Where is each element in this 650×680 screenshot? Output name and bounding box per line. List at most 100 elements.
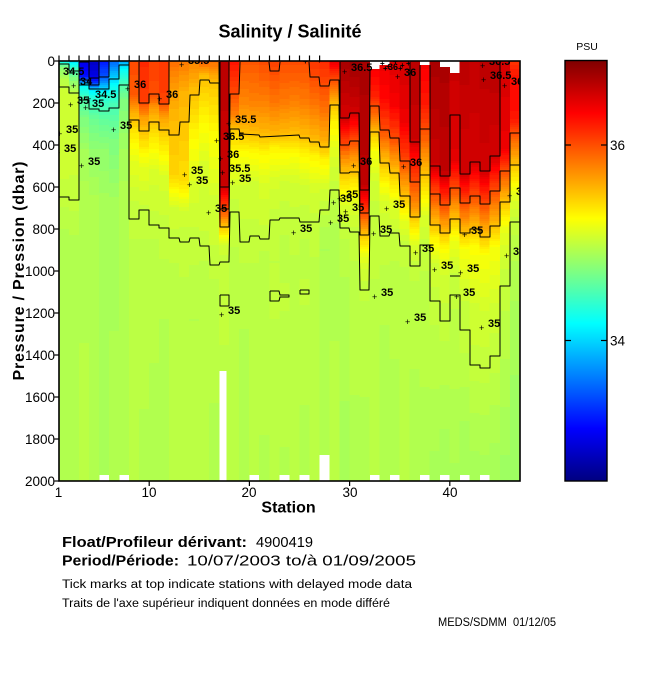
svg-text:35: 35 (337, 213, 349, 225)
svg-text:200: 200 (32, 96, 55, 111)
svg-text:36: 36 (166, 89, 178, 101)
svg-text:+: + (384, 204, 389, 214)
svg-text:35: 35 (463, 287, 475, 299)
svg-text:PSU: PSU (576, 41, 598, 53)
svg-text:35: 35 (414, 312, 426, 324)
svg-text:34.5: 34.5 (63, 66, 84, 78)
svg-text:800: 800 (32, 222, 55, 237)
svg-text:35: 35 (196, 175, 208, 187)
svg-text:35: 35 (92, 98, 104, 110)
svg-text:1800: 1800 (25, 432, 55, 447)
svg-text:+: + (317, 56, 322, 65)
svg-text:+: + (351, 161, 356, 171)
svg-text:+: + (454, 292, 459, 302)
svg-text:35: 35 (340, 193, 352, 205)
svg-text:Float/Profileur dérivant:: Float/Profileur dérivant: (62, 535, 247, 551)
svg-text:+: + (432, 265, 437, 275)
svg-text:+: + (125, 84, 130, 94)
svg-text:Period/Période:: Period/Période: (62, 554, 179, 570)
svg-text:+: + (405, 317, 410, 327)
svg-text:35: 35 (120, 120, 132, 132)
svg-text:36: 36 (227, 149, 239, 161)
svg-text:35: 35 (191, 165, 203, 177)
svg-text:+: + (502, 81, 507, 91)
svg-text:+: + (504, 251, 509, 261)
svg-text:36: 36 (404, 67, 416, 79)
svg-text:34: 34 (80, 76, 93, 88)
svg-text:+: + (79, 161, 84, 171)
svg-text:35: 35 (471, 225, 483, 237)
svg-text:35: 35 (215, 203, 227, 215)
svg-text:30: 30 (342, 485, 357, 500)
svg-text:+: + (342, 67, 347, 77)
svg-text:36: 36 (388, 62, 398, 72)
svg-text:1200: 1200 (25, 306, 55, 321)
svg-text:400: 400 (32, 138, 55, 153)
svg-text:+: + (230, 178, 235, 188)
svg-text:35: 35 (88, 156, 100, 168)
svg-text:35: 35 (441, 260, 453, 272)
svg-text:+: + (400, 61, 405, 70)
svg-text:35: 35 (77, 95, 89, 107)
svg-text:35: 35 (66, 124, 78, 136)
svg-text:35.5: 35.5 (188, 55, 209, 67)
svg-text:+: + (218, 154, 223, 164)
svg-text:35: 35 (352, 202, 364, 214)
svg-text:35: 35 (513, 246, 525, 258)
svg-text:35: 35 (422, 243, 434, 255)
svg-text:+: + (458, 268, 463, 278)
svg-text:35: 35 (516, 186, 528, 198)
svg-text:+: + (83, 103, 88, 113)
svg-text:+: + (206, 208, 211, 218)
svg-text:36.5: 36.5 (490, 70, 511, 82)
svg-text:+: + (398, 64, 403, 73)
svg-text:20: 20 (241, 485, 256, 500)
svg-text:+: + (480, 61, 485, 71)
svg-text:+: + (406, 59, 411, 68)
svg-text:+: + (187, 180, 192, 190)
svg-text:1400: 1400 (25, 348, 55, 363)
svg-text:35: 35 (381, 287, 393, 299)
svg-text:+: + (220, 168, 225, 178)
svg-text:+: + (413, 248, 418, 258)
svg-text:35: 35 (380, 224, 392, 236)
svg-text:36.5: 36.5 (223, 131, 244, 143)
svg-text:+: + (68, 100, 73, 110)
svg-text:Tick marks at top indicate sta: Tick marks at top indicate stations with… (62, 579, 413, 591)
svg-text:+: + (219, 310, 224, 320)
svg-text:+: + (111, 125, 116, 135)
svg-text:35: 35 (228, 305, 240, 317)
svg-text:600: 600 (32, 180, 55, 195)
svg-text:35: 35 (467, 263, 479, 275)
svg-text:+: + (328, 218, 333, 228)
svg-text:+: + (179, 60, 184, 70)
svg-text:+: + (395, 72, 400, 82)
svg-text:+: + (371, 229, 376, 239)
svg-text:Pressure / Pression (dbar): Pressure / Pression (dbar) (11, 162, 28, 381)
svg-text:+: + (372, 292, 377, 302)
svg-text:10/07/2003 to/à 01/09/2005: 10/07/2003 to/à 01/09/2005 (187, 554, 416, 570)
svg-text:+: + (380, 59, 385, 68)
svg-text:+: + (393, 57, 398, 66)
svg-text:+: + (86, 94, 91, 104)
svg-text:+: + (507, 191, 512, 201)
svg-text:MEDS/SDMM 01/12/05: MEDS/SDMM 01/12/05 (438, 617, 556, 629)
svg-text:Salinity / Salinité: Salinity / Salinité (218, 22, 361, 42)
svg-text:40: 40 (442, 485, 457, 500)
svg-text:36: 36 (360, 156, 372, 168)
svg-text:4900419: 4900419 (256, 535, 313, 551)
svg-text:35: 35 (488, 318, 500, 330)
svg-text:+: + (157, 94, 162, 104)
svg-text:36: 36 (511, 76, 523, 88)
svg-text:1600: 1600 (25, 390, 55, 405)
svg-text:+: + (386, 62, 391, 71)
svg-text:35: 35 (64, 143, 76, 155)
svg-text:Traits de l'axe supérieur indi: Traits de l'axe supérieur indiquent donn… (62, 598, 390, 610)
svg-text:+: + (226, 119, 231, 129)
svg-text:+: + (462, 230, 467, 240)
svg-text:35.5: 35.5 (229, 163, 250, 175)
svg-text:36: 36 (134, 79, 146, 91)
svg-text:0: 0 (47, 54, 55, 69)
svg-text:10: 10 (141, 485, 156, 500)
svg-text:36: 36 (610, 138, 625, 153)
